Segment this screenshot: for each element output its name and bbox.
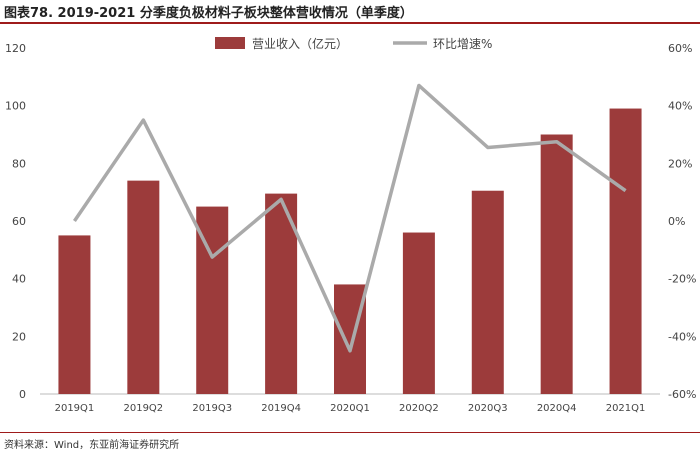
legend-swatch-bar [215,37,245,49]
legend-label-bar: 营业收入（亿元） [252,36,348,51]
x-tick-label: 2019Q1 [55,403,95,414]
bar [127,180,160,394]
y-right-tick-label: -60% [668,388,696,401]
bar [58,235,91,394]
title-bar: 图表78. 2019-2021 分季度负极材料子板块整体营收情况（单季度） [0,0,700,24]
source-divider [0,432,700,433]
y-left-tick-label: 0 [19,388,26,401]
x-tick-label: 2020Q3 [468,403,508,414]
x-tick-label: 2020Q1 [330,403,370,414]
x-tick-label: 2021Q1 [606,403,646,414]
x-tick-label: 2019Q3 [192,403,232,414]
y-right-tick-label: -20% [668,273,696,286]
y-left-tick-label: 60 [12,215,26,228]
x-tick-label: 2019Q2 [123,403,163,414]
bar [334,284,366,394]
source-note: 资料来源：Wind，东亚前海证券研究所 [4,440,180,451]
bar [540,134,573,394]
bar [609,108,642,395]
y-right-tick-label: 40% [668,100,692,113]
y-left-tick-label: 120 [5,42,26,55]
y-left-tick-label: 100 [5,100,26,113]
chart-area: 0 20 40 60 80 100 120 -60% -40% -20% 0% 20% 40% 60% 20… [0,24,700,432]
y-right-tick-label: 60% [668,42,692,55]
y-right-tick-label: 0% [668,215,685,228]
y-right-tick-label: -40% [668,330,696,343]
x-tick-label: 2020Q4 [537,403,577,414]
x-tick-label: 2020Q2 [399,403,439,414]
y-left-tick-label: 80 [12,157,26,170]
y-left-tick-label: 40 [12,273,26,286]
legend-label-line: 环比增速% [433,37,492,51]
chart-title: 图表78. 2019-2021 分季度负极材料子板块整体营收情况（单季度） [4,6,413,21]
x-tick-label: 2019Q4 [261,403,301,414]
bar [471,190,504,394]
y-right-tick-label: 20% [668,157,692,170]
combo-chart: 0 20 40 60 80 100 120 -60% -40% -20% 0% 20% 40% 60% 20… [5,36,696,414]
bar [402,232,435,394]
y-left-tick-label: 20 [12,330,26,343]
